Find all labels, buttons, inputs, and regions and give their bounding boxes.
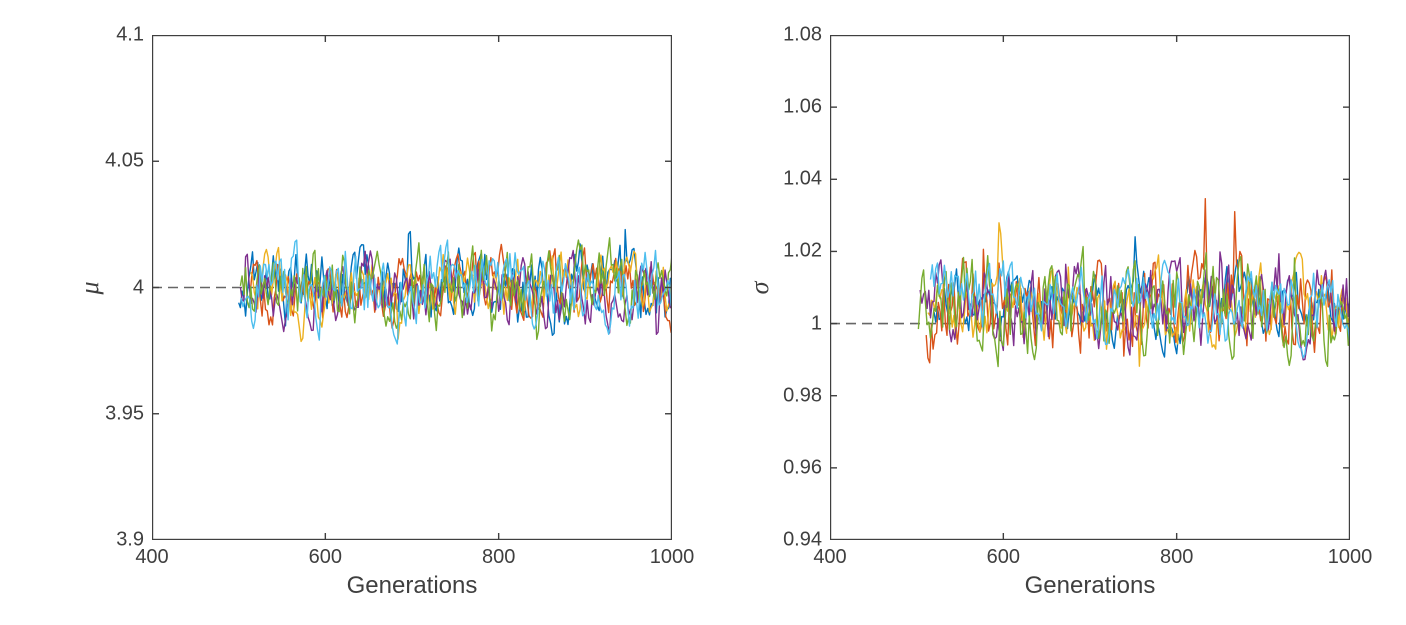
x-axis-label: Generations (347, 572, 478, 600)
ytick-label: 1.04 (783, 168, 822, 191)
ytick-label: 0.98 (783, 384, 822, 407)
ytick-label: 3.9 (116, 529, 144, 552)
xtick-label: 800 (482, 546, 515, 569)
xtick-label: 600 (987, 546, 1020, 569)
y-axis-label: σ (745, 281, 775, 294)
ytick-label: 4.05 (105, 150, 144, 173)
figure: 40060080010003.93.9544.054.1Generationsμ… (0, 0, 1406, 625)
plot-area-left (152, 35, 672, 540)
x-axis-label: Generations (1025, 572, 1156, 600)
xtick-label: 600 (309, 546, 342, 569)
ytick-label: 0.94 (783, 529, 822, 552)
ytick-label: 4 (133, 276, 144, 299)
plot-area-right (830, 35, 1350, 540)
ytick-label: 4.1 (116, 24, 144, 47)
ytick-label: 1.08 (783, 24, 822, 47)
ytick-label: 0.96 (783, 456, 822, 479)
chart-panel-left: 40060080010003.93.9544.054.1Generationsμ (152, 35, 672, 540)
chart-panel-right: 40060080010000.940.960.9811.021.041.061.… (830, 35, 1350, 540)
xtick-label: 800 (1160, 546, 1193, 569)
ytick-label: 1 (811, 312, 822, 335)
xtick-label: 1000 (650, 546, 695, 569)
xtick-label: 1000 (1328, 546, 1373, 569)
ytick-label: 1.06 (783, 96, 822, 119)
y-axis-label: μ (75, 281, 105, 294)
ytick-label: 3.95 (105, 402, 144, 425)
ytick-label: 1.02 (783, 240, 822, 263)
